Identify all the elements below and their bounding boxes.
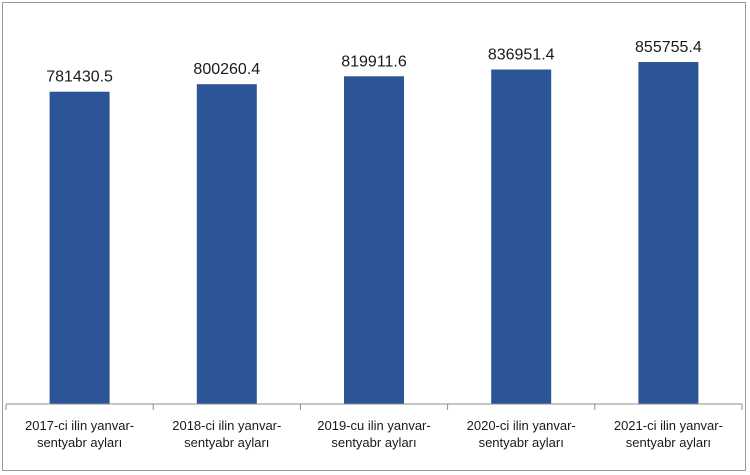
data-label: 855755.4	[635, 39, 702, 56]
x-tick-label-line: 2019-cu ilin yanvar-	[317, 418, 430, 433]
x-tick-label: 2018-ci ilin yanvar-sentyabr ayları	[172, 418, 281, 450]
x-tick-label-line: sentyabr ayları	[479, 435, 564, 450]
bars-group	[49, 62, 699, 405]
x-tick-labels-group: 2017-ci ilin yanvar-sentyabr ayları2018-…	[25, 418, 723, 450]
bar	[49, 91, 110, 404]
bar	[491, 69, 552, 404]
x-tick-label-line: sentyabr ayları	[37, 435, 122, 450]
x-ticks-group	[5, 404, 743, 410]
x-tick-label-line: sentyabr ayları	[626, 435, 711, 450]
x-tick-label: 2020-ci ilin yanvar-sentyabr ayları	[467, 418, 576, 450]
x-tick-label-line: sentyabr ayları	[184, 435, 269, 450]
bar	[196, 84, 257, 404]
data-label: 781430.5	[46, 69, 113, 86]
x-tick-label-line: 2017-ci ilin yanvar-	[25, 418, 134, 433]
data-label: 836951.4	[488, 47, 555, 64]
value-labels-group: 781430.5 800260.4 819911.6 836951.4 855755.4	[46, 39, 702, 86]
x-tick-label-line: 2021-ci ilin yanvar-	[614, 418, 723, 433]
data-label: 800260.4	[193, 61, 260, 78]
x-tick-label: 2019-cu ilin yanvar-sentyabr ayları	[317, 418, 430, 450]
bar	[638, 62, 699, 404]
x-tick-label-line: sentyabr ayları	[331, 435, 416, 450]
data-label: 819911.6	[341, 53, 407, 70]
x-tick-label: 2017-ci ilin yanvar-sentyabr ayları	[25, 418, 134, 450]
bar	[344, 76, 404, 405]
x-tick-label: 2021-ci ilin yanvar-sentyabr ayları	[614, 418, 723, 450]
x-tick-label-line: 2018-ci ilin yanvar-	[172, 418, 281, 433]
x-tick-label-line: 2020-ci ilin yanvar-	[467, 418, 576, 433]
